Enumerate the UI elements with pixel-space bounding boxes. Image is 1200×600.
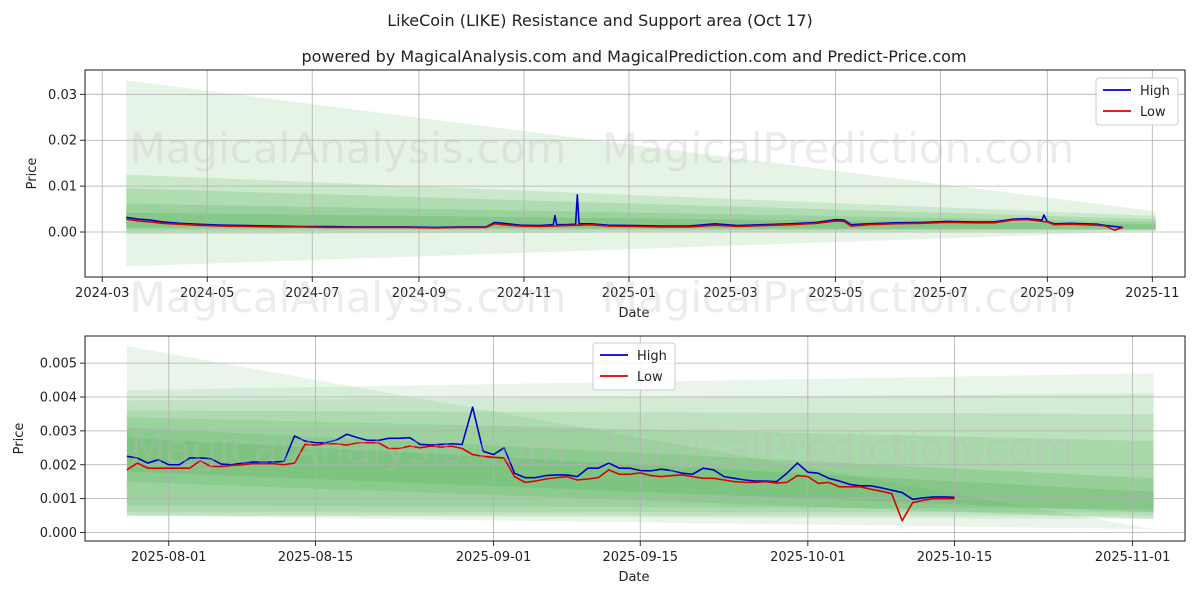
y-tick-label: 0.004 [40,390,77,405]
plot-frame [84,69,1186,278]
x-tick-label: 2024-09 [392,286,446,301]
series-layer [126,194,1124,231]
chart-subtitle: powered by MagicalAnalysis.com and Magic… [301,47,966,66]
y-tick-label: 0.005 [40,357,77,372]
grid-layer [85,70,1185,277]
x-axis-label: Date [618,306,649,321]
y-tick-label: 0.01 [48,180,77,195]
y-axis-label: Price [25,158,40,190]
x-tick-label: 2024-03 [75,286,129,301]
band-layer [126,80,1156,267]
x-tick-label: 2025-07 [913,286,967,301]
chart-title: LikeCoin (LIKE) Resistance and Support a… [387,11,813,30]
watermark-mid-left: MagicalAnalysis.com [130,273,567,322]
y-axis-label: Price [12,423,27,455]
x-tick-label: 2025-11 [1125,286,1179,301]
y-tick-label: 0.002 [40,458,77,473]
legend: High Low [592,342,676,391]
top-chart-panel: 2024-03 2024-05 2024-07 2024-09 2024-11 2025-… [25,69,1186,321]
y-tick-label: 0.000 [40,526,77,541]
plot-frame [84,335,1186,542]
series-line-low [126,218,1124,231]
support-resistance-band-2 [126,174,1156,235]
watermark-mid-right: MagicalPrediction.com [602,273,1075,322]
series-line-low [126,441,955,522]
x-tick-label: 2025-09 [1020,286,1074,301]
x-tick-label: 2025-09-01 [456,550,532,565]
legend-label-low: Low [637,370,663,385]
x-tick-label: 2025-08-01 [131,550,207,565]
support-resistance-band-1 [126,80,1156,267]
x-tick-label: 2024-05 [180,286,234,301]
bottom-chart-panel: 2025-08-01 2025-08-15 2025-09-01 2025-09-15… [12,335,1186,585]
y-tick-label: 0.02 [48,134,77,149]
watermark-bottom-right: MagicalPrediction.com [602,424,1075,473]
x-tick-label: 2024-07 [285,286,339,301]
x-tick-label: 2025-10-15 [917,550,993,565]
x-tick-label: 2025-10-01 [770,550,846,565]
legend-label-high: High [1140,84,1170,99]
x-tick-label: 2025-11-01 [1095,550,1171,565]
series-layer [126,406,955,522]
x-tick-label: 2025-08-15 [278,550,354,565]
x-axis-label: Date [618,570,649,585]
x-tick-label: 2025-09-15 [602,550,678,565]
series-line-high [126,406,955,501]
watermark-bottom-left: MagicalAnalysis.com [130,424,567,473]
legend: High Low [1095,77,1179,126]
x-tick-label: 2025-01 [602,286,656,301]
y-tick-label: 0.003 [40,424,77,439]
support-resistance-band-3 [126,188,1156,232]
y-tick-label: 0.001 [40,492,77,507]
x-tick-label: 2024-11 [497,286,551,301]
legend-label-high: High [637,349,667,364]
support-resistance-band-5 [126,212,1156,229]
x-tick-label: 2025-05 [808,286,862,301]
legend-label-low: Low [1140,105,1166,120]
watermark-top-left: MagicalAnalysis.com [130,124,567,173]
x-tick-label: 2025-03 [703,286,757,301]
y-tick-label: 0.00 [48,226,77,241]
watermark-top-right: MagicalPrediction.com [602,124,1075,173]
y-tick-label: 0.03 [48,88,77,103]
